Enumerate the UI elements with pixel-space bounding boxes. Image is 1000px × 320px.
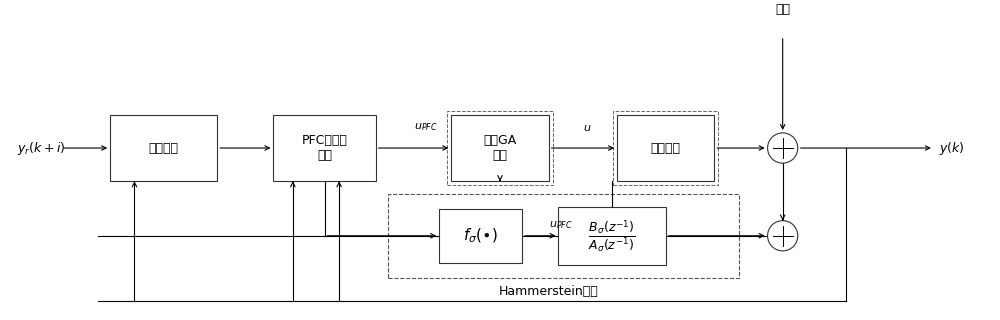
Circle shape [768,221,798,251]
Text: 参考轨迹: 参考轨迹 [149,141,179,155]
Text: 干扰: 干扰 [775,4,790,16]
Bar [273,115,376,181]
Text: 伺服转台: 伺服转台 [651,141,681,155]
Bar [617,115,714,181]
Circle shape [768,133,798,163]
Text: 全局GA
优化: 全局GA 优化 [483,134,517,162]
Bar [613,111,718,185]
Text: $\dfrac{B_{\sigma}(z^{-1})}{A_{\sigma}(z^{-1})}$: $\dfrac{B_{\sigma}(z^{-1})}{A_{\sigma}(z… [588,218,636,254]
Text: $y(k)$: $y(k)$ [939,140,964,156]
Bar [558,206,666,265]
Text: Hammerstein模型: Hammerstein模型 [499,285,599,298]
Bar [110,115,217,181]
Text: $u_{PFC}$: $u_{PFC}$ [414,122,438,133]
Text: $y_r(k+i)$: $y_r(k+i)$ [17,140,66,156]
Bar [388,194,739,278]
Bar [447,111,553,185]
Bar [451,115,549,181]
Bar [439,209,522,263]
Text: $u$: $u$ [583,124,591,133]
Text: $u_{PFC}$: $u_{PFC}$ [549,219,572,231]
Text: PFC局部控
制器: PFC局部控 制器 [302,134,347,162]
Text: $f_{\sigma}(\bullet)$: $f_{\sigma}(\bullet)$ [463,227,498,245]
